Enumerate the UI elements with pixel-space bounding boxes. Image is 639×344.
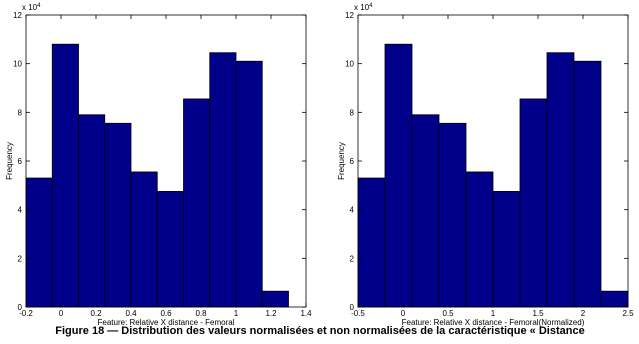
x-tick-label: 0.2 [90,309,102,318]
x-tick-label: -0.2 [19,309,33,318]
caption: Figure 18 — Distribution des valeurs nor… [55,325,584,337]
x-tick-label: 0.8 [195,309,207,318]
x-tick-label: 1 [234,309,239,318]
bar [411,114,440,308]
y-tick-label: 12 [13,11,22,20]
x-tick-label: -0.5 [351,309,365,318]
y-tick-label: 8 [350,108,355,117]
bar [600,290,629,308]
bar [438,122,467,308]
y-tick-label: 6 [350,157,355,166]
x-tick-label: 1 [491,309,496,318]
y-tick-label: 0 [18,303,23,312]
y-multiplier: x 104 [22,3,41,12]
x-tick-label: 1.4 [300,309,312,318]
x-tick-label: 1.2 [265,309,277,318]
y-tick-label: 12 [345,11,354,20]
y-tick-label: 4 [350,206,355,215]
multiplier-base: x 10 [22,3,38,12]
multiplier-base: x 10 [354,3,370,12]
y-tick-label: 10 [345,60,354,69]
y-tick-label: 2 [350,254,355,263]
bar [357,177,386,308]
bar [104,122,132,308]
bar [130,171,158,308]
bar [546,52,575,308]
x-axis-label: Feature: Relative X distance - Femoral [98,318,235,327]
x-tick-label: 0.5 [442,309,454,318]
y-axis-label: Frequency [5,142,14,180]
multiplier-exp: 4 [37,3,41,9]
bar [78,114,106,308]
x-tick-label: 0 [401,309,406,318]
x-tick-label: 0.6 [160,309,172,318]
y-tick-label: 2 [18,254,23,263]
x-axis-label: Feature: Relative X distance - Femoral(N… [402,318,585,327]
x-tick-label: 2.5 [622,309,634,318]
bar [573,60,602,308]
bar [465,171,494,308]
y-multiplier: x 104 [354,3,373,12]
y-tick-label: 6 [18,157,23,166]
bar [156,191,184,308]
bar [235,60,263,308]
bar [384,43,413,308]
bar [519,98,548,308]
y-tick-label: 4 [18,206,23,215]
y-tick-label: 10 [13,60,22,69]
y-axis-label: Frequency [337,142,346,180]
bar [183,98,211,308]
multiplier-exp: 4 [369,3,373,9]
bar [261,290,289,308]
x-tick-label: 0.4 [125,309,137,318]
bar [209,52,237,308]
y-tick-label: 0 [350,303,355,312]
y-tick-label: 8 [18,108,23,117]
x-tick-label: 2 [581,309,586,318]
bar [51,43,79,308]
x-tick-label: 1.5 [532,309,544,318]
bar [492,191,521,308]
x-tick-label: 0 [59,309,64,318]
bar [25,177,53,308]
